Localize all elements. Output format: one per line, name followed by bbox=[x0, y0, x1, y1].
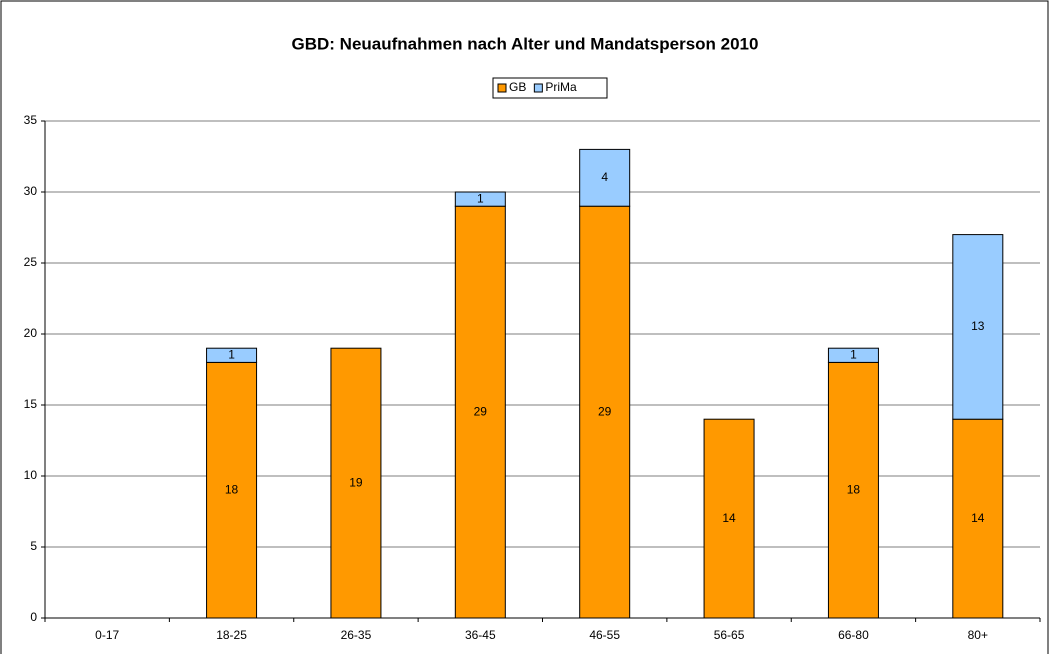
data-label: 18 bbox=[225, 482, 239, 496]
legend-label: PriMa bbox=[545, 80, 577, 94]
bar-segment bbox=[330, 347, 382, 619]
bar-segment bbox=[579, 148, 631, 207]
data-label: 4 bbox=[601, 170, 608, 184]
y-tick-label: 35 bbox=[24, 113, 38, 127]
y-tick-label: 15 bbox=[24, 397, 38, 411]
bar-segment bbox=[703, 418, 755, 619]
data-label: 29 bbox=[598, 404, 612, 418]
x-tick-label: 80+ bbox=[968, 628, 988, 642]
y-tick-label: 20 bbox=[24, 326, 38, 340]
x-tick-label: 66-80 bbox=[838, 628, 869, 642]
x-tick-label: 56-65 bbox=[714, 628, 745, 642]
legend-box bbox=[492, 77, 608, 99]
x-tick-label: 26-35 bbox=[341, 628, 372, 642]
data-label: 19 bbox=[349, 475, 363, 489]
data-label: 1 bbox=[850, 347, 857, 361]
chart-title: GBD: Neuaufnahmen nach Alter und Mandats… bbox=[292, 34, 759, 53]
x-tick-label: 46-55 bbox=[589, 628, 620, 642]
data-label: 1 bbox=[228, 347, 235, 361]
bar-segment bbox=[579, 205, 631, 619]
x-tick-label: 36-45 bbox=[465, 628, 496, 642]
data-label: 14 bbox=[722, 511, 736, 525]
y-tick-label: 25 bbox=[24, 255, 38, 269]
data-label: 13 bbox=[971, 319, 985, 333]
x-tick-label: 18-25 bbox=[216, 628, 247, 642]
data-label: 29 bbox=[474, 404, 488, 418]
bar-segment bbox=[206, 347, 258, 363]
bar-segment bbox=[827, 361, 879, 619]
y-tick-label: 0 bbox=[30, 610, 37, 624]
x-tick-label: 0-17 bbox=[95, 628, 119, 642]
legend-label: GB bbox=[509, 80, 526, 94]
bar-segment bbox=[454, 191, 506, 207]
data-label: 1 bbox=[477, 191, 484, 205]
data-label: 18 bbox=[847, 482, 861, 496]
y-tick-label: 10 bbox=[24, 468, 38, 482]
bar-segment bbox=[952, 234, 1004, 420]
legend-swatch bbox=[497, 83, 507, 93]
bar-segment bbox=[206, 361, 258, 619]
y-tick-label: 5 bbox=[30, 539, 37, 553]
legend-swatch bbox=[533, 83, 543, 93]
bar-segment bbox=[454, 205, 506, 619]
data-label: 14 bbox=[971, 511, 985, 525]
bar-segment bbox=[827, 347, 879, 363]
y-tick-label: 30 bbox=[24, 184, 38, 198]
